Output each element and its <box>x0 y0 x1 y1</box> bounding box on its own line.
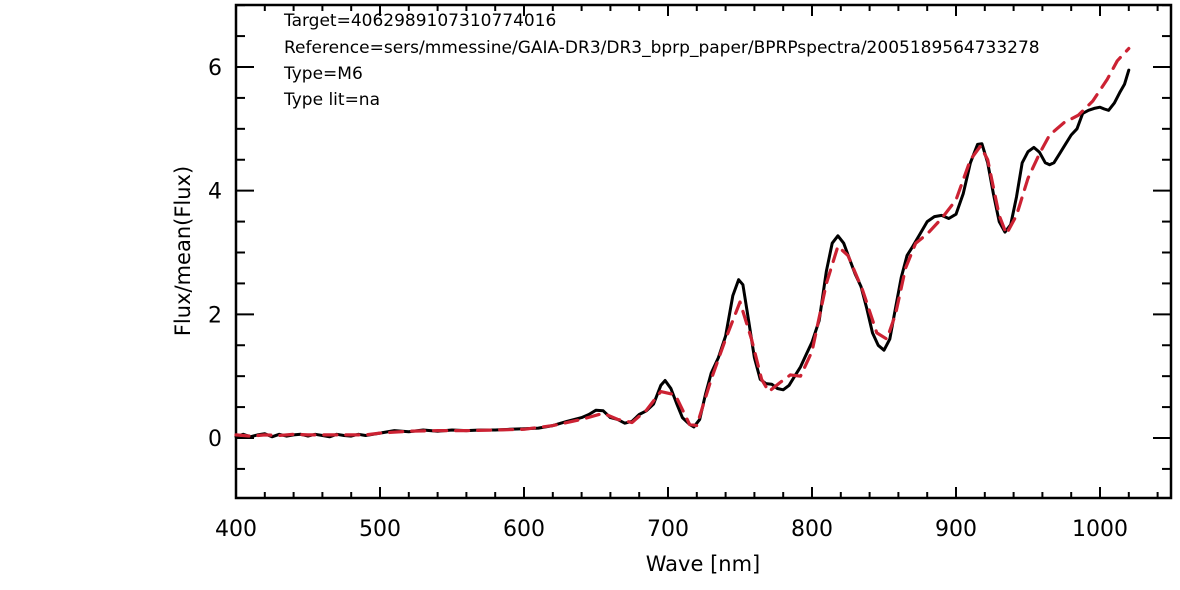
x-tick-label: 400 <box>215 517 257 542</box>
x-tick-label: 600 <box>503 517 545 542</box>
x-axis-title: Wave [nm] <box>646 552 760 576</box>
x-tick-label: 900 <box>935 517 977 542</box>
annotation-type-lit: Type lit=na <box>283 90 380 110</box>
y-tick-label: 4 <box>208 180 222 205</box>
annotation-reference: Reference=sers/mmessine/GAIA-DR3/DR3_bpr… <box>284 38 1040 58</box>
y-tick-label: 6 <box>208 56 222 81</box>
y-tick-label: 2 <box>208 303 222 328</box>
y-tick-label: 0 <box>208 427 222 452</box>
fit-spectrum-line <box>234 46 1131 438</box>
y-axis-title: Flux/mean(Flux) <box>171 166 195 336</box>
data-series <box>234 46 1131 439</box>
tick-labels: 400 500 600 700 800 900 1000 0 2 4 6 <box>208 56 1128 542</box>
plot-frame <box>234 3 1173 500</box>
observed-spectrum-line <box>234 68 1131 439</box>
x-tick-label: 500 <box>359 517 401 542</box>
x-tick-label: 700 <box>647 517 689 542</box>
annotation-type: Type=M6 <box>283 64 363 84</box>
x-tick-label: 1000 <box>1072 517 1128 542</box>
x-tick-label: 800 <box>791 517 833 542</box>
annotation-target: Target=4062989107310774016 <box>283 11 556 31</box>
annotation-block: Target=4062989107310774016 Reference=ser… <box>283 11 1040 110</box>
axis-ticks <box>235 4 1171 498</box>
